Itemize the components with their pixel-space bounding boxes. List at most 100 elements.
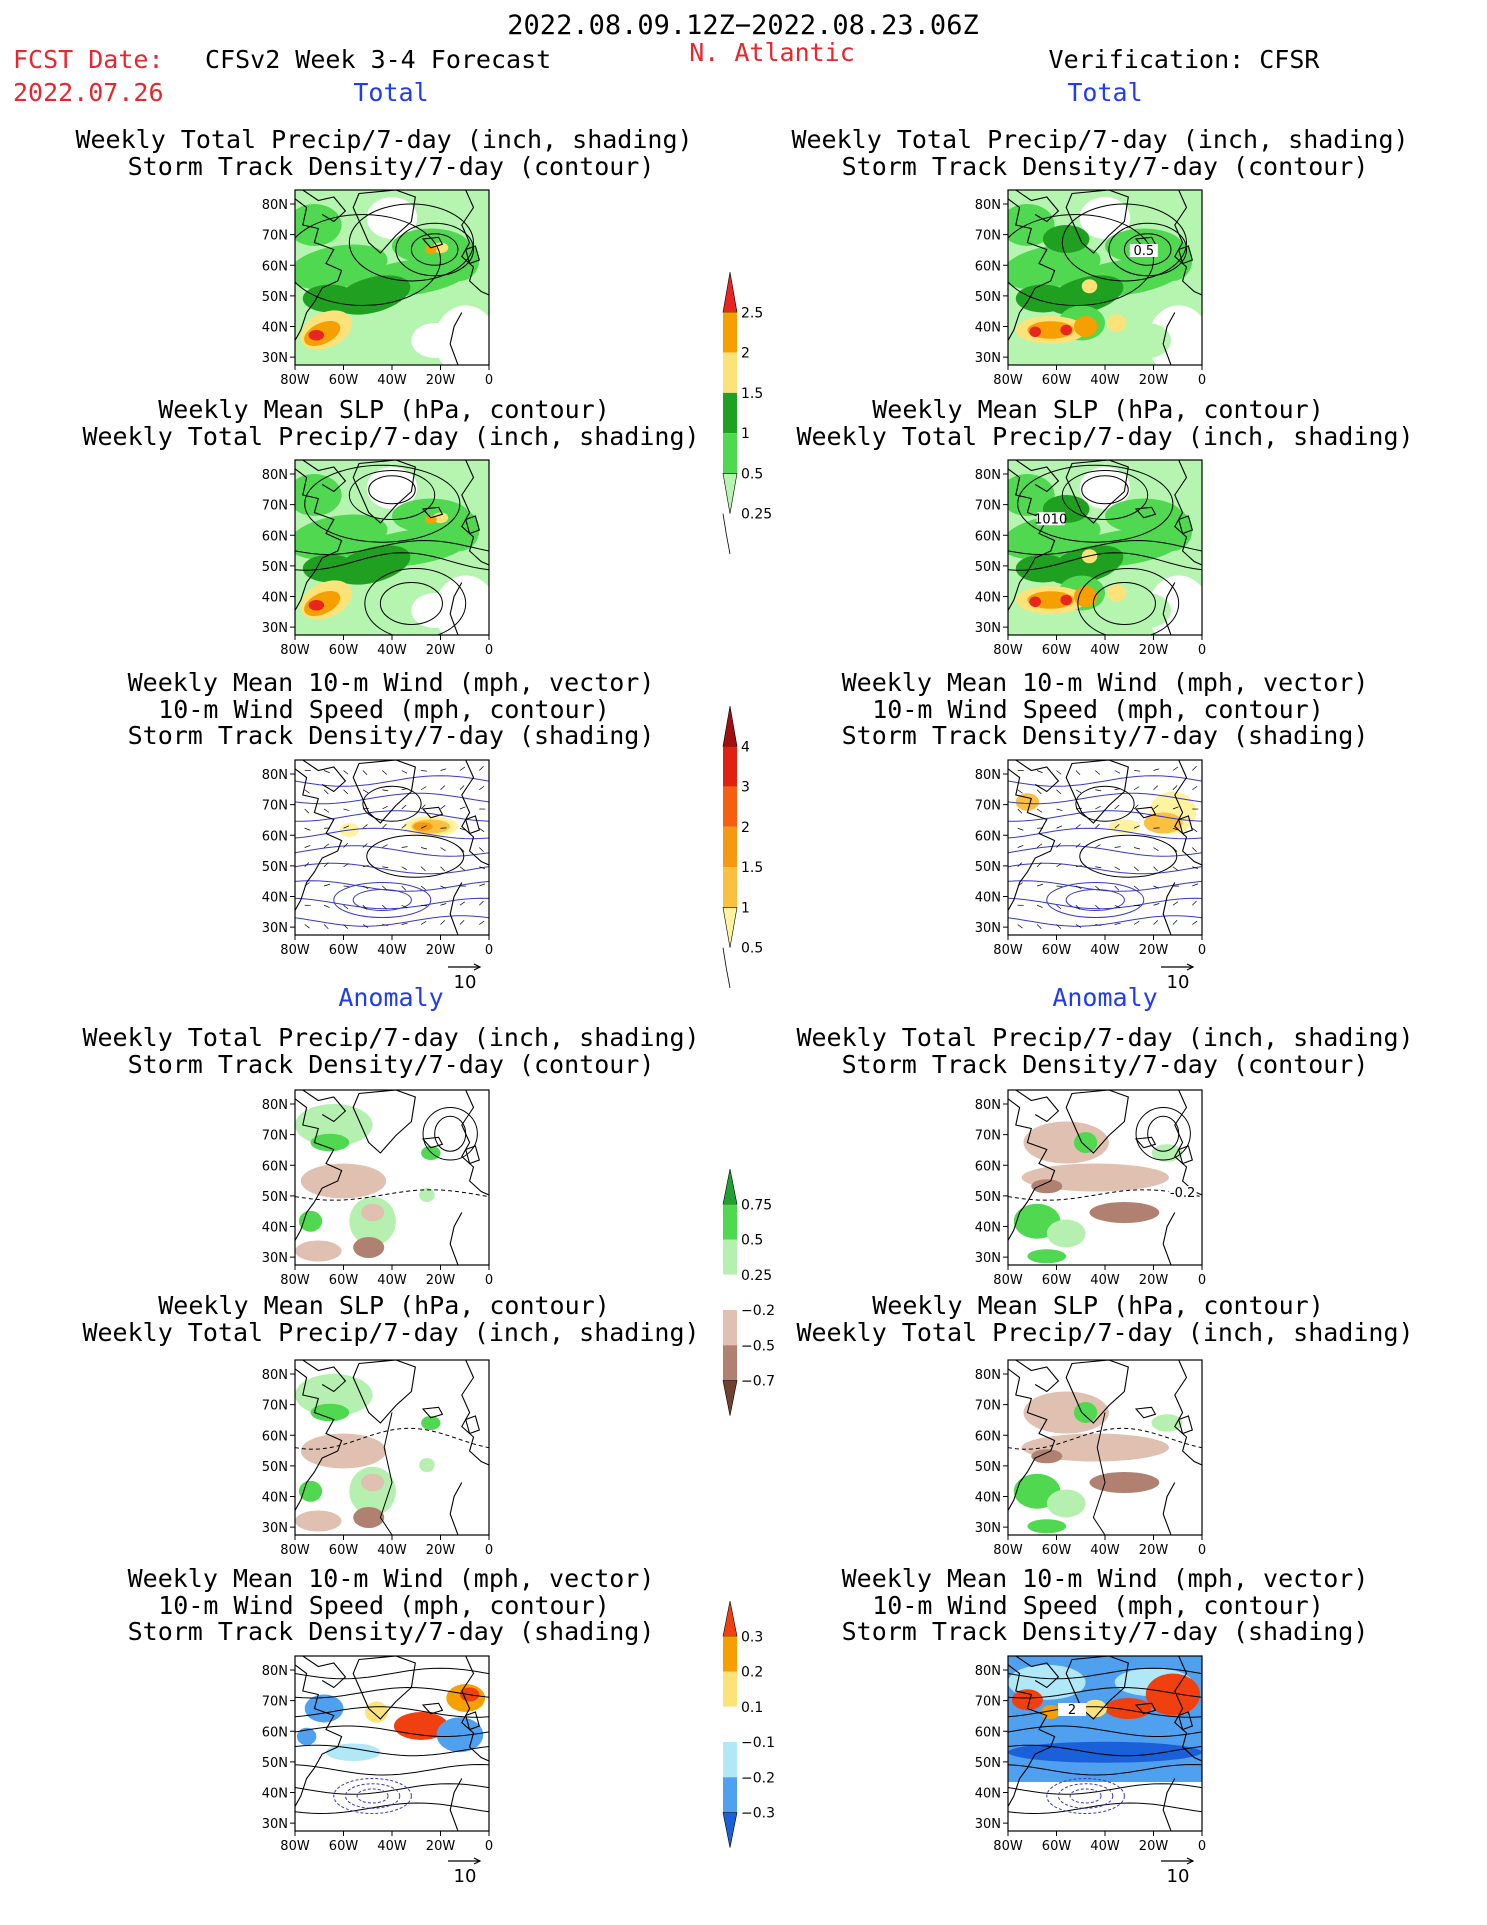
map-svg: 80N 70N 60N 50N 40N 30N 80W 60W 40W 20W 0 [262, 759, 493, 958]
contour-label: 1010 [1034, 512, 1067, 527]
colorbar-segment [723, 433, 737, 474]
north-america-coastline [295, 768, 343, 911]
europe-coastline [1174, 190, 1202, 296]
lat-tick-label: 60N [262, 259, 288, 274]
precip-band [302, 284, 358, 313]
map-content [295, 1360, 489, 1535]
lon-tick-label: 20W [1139, 643, 1169, 658]
slp-anomaly-contour [379, 1412, 393, 1535]
wind-vector [479, 866, 486, 870]
wind-vector [1056, 825, 1063, 829]
slp-contour [295, 539, 489, 556]
lat-tick-label: 70N [975, 1695, 1001, 1710]
lat-tick-label: 80N [975, 198, 1001, 213]
wind-vector [1095, 904, 1101, 910]
arctic-islands-coastline [1015, 190, 1060, 223]
wind-vector [382, 924, 389, 926]
title-r6-left-c: Storm Track Density/7-day (shading) [127, 1617, 655, 1646]
colorbar-segments [722, 1168, 738, 1416]
wind-vector [1133, 866, 1139, 872]
wind-vector [479, 847, 484, 852]
colorbar-tick-label: 1.5 [741, 860, 763, 876]
africa-coastline [449, 882, 463, 935]
lon-tick-label: 80W [280, 643, 310, 658]
colorbar-segment [722, 1812, 738, 1848]
lon-tick-label: 40W [377, 943, 407, 958]
british-isles-coastline [1178, 1145, 1193, 1165]
lon-tick-label: 20W [426, 1273, 456, 1288]
lat-tick-label: 70N [975, 799, 1001, 814]
iceland-coastline [421, 806, 444, 819]
wind-vector [1075, 807, 1082, 810]
lon-tick-label: 0 [485, 1839, 493, 1854]
wind-speed-contour [295, 845, 489, 857]
colorbar-tick-label: −0.75 [741, 1374, 775, 1390]
lon-tick-label: 0 [1198, 1543, 1206, 1558]
title-r1-right-a: Weekly Total Precip/7-day (inch, shading… [791, 125, 1409, 154]
title-r6-right-a: Weekly Mean 10-m Wind (mph, vector) [841, 1564, 1369, 1593]
iceland-coastline [421, 1136, 444, 1149]
lat-tick-label: 40N [975, 1787, 1001, 1802]
slp-anomaly-contour [1008, 1427, 1202, 1450]
lat-tick-label: 50N [975, 560, 1001, 575]
map-verification-total-slp-precip: 1010 80N 70N 60N 50N 40N 30N 80W 60W 40W 20W 0 [953, 455, 1208, 659]
negative-anomaly [1031, 1179, 1063, 1194]
negative-anomaly [436, 1717, 484, 1753]
iceland-coastline [1134, 1406, 1157, 1419]
slp-contour [1008, 539, 1202, 556]
map-verification-anomaly-precip-track: -0.2 80N 70N 60N 50N 40N 30N 80W 60W 40W 20W 0 [953, 1085, 1208, 1289]
negative-anomaly [1089, 1202, 1160, 1223]
lon-tick-label: 80W [993, 1543, 1023, 1558]
africa-coastline [1162, 1778, 1176, 1831]
lat-tick-label: 60N [262, 1725, 288, 1740]
slp-contour [304, 464, 461, 543]
wind-vector [343, 770, 349, 775]
precip-band [1008, 474, 1055, 516]
positive-anomaly [1046, 1489, 1086, 1518]
wind-vector [1192, 920, 1198, 925]
lat-tick-label: 60N [975, 829, 1001, 844]
colorbar-segment [723, 1671, 737, 1707]
wind-vector [362, 865, 369, 868]
positive-anomaly [419, 1458, 435, 1472]
lat-tick-label: 30N [975, 921, 1001, 936]
title-r3-left-a: Weekly Mean 10-m Wind (mph, vector) [127, 668, 655, 697]
lat-tick-label: 40N [975, 1221, 1001, 1236]
positive-anomaly [1145, 1673, 1201, 1716]
wind-vector [1114, 788, 1121, 791]
wind-vector [323, 843, 330, 848]
north-america-coastline [295, 468, 343, 611]
negative-anomaly [353, 1237, 385, 1258]
wind-vector [382, 789, 389, 792]
colorbar-tick-label: 2.5 [741, 305, 763, 321]
lon-tick-label: 60W [1042, 1543, 1072, 1558]
precip-band [1042, 225, 1090, 253]
lon-tick-label: 20W [1139, 373, 1169, 388]
vector-ref-label: 10 [1167, 972, 1190, 993]
north-america-coastline [1008, 198, 1056, 341]
colorbar-svg: 2.5 2 1.5 1 0.5 0.25 [722, 271, 772, 555]
lon-tick-label: 80W [280, 1543, 310, 1558]
lat-tick-label: 40N [262, 321, 288, 336]
wind-vector [1114, 770, 1121, 774]
track-density-contour [1123, 233, 1172, 266]
lon-tick-label: 60W [329, 373, 359, 388]
precip-band [302, 554, 358, 583]
wind-vector [362, 789, 369, 794]
lat-tick-label: 80N [262, 198, 288, 213]
lat-tick-label: 70N [262, 799, 288, 814]
lat-tick-label: 60N [262, 829, 288, 844]
track-contour [1079, 834, 1178, 878]
lat-tick-label: 50N [262, 560, 288, 575]
colorbar-tick-label: −0.3 [741, 1806, 775, 1822]
colorbar-track-total: 4 3 2 1.5 1 0.5 [715, 702, 775, 996]
dry-area [1124, 323, 1171, 358]
colorbar-tick-label: 4 [741, 739, 750, 755]
vector-ref-r6-left: 10 [440, 1857, 490, 1891]
lat-tick-label: 60N [975, 1159, 1001, 1174]
wind-vector [1172, 766, 1179, 771]
wind-speed-contour [1008, 845, 1202, 857]
lat-tick-label: 30N [262, 621, 288, 636]
wind-anomaly-contour [1008, 1686, 1202, 1699]
lat-tick-label: 70N [262, 1399, 288, 1414]
